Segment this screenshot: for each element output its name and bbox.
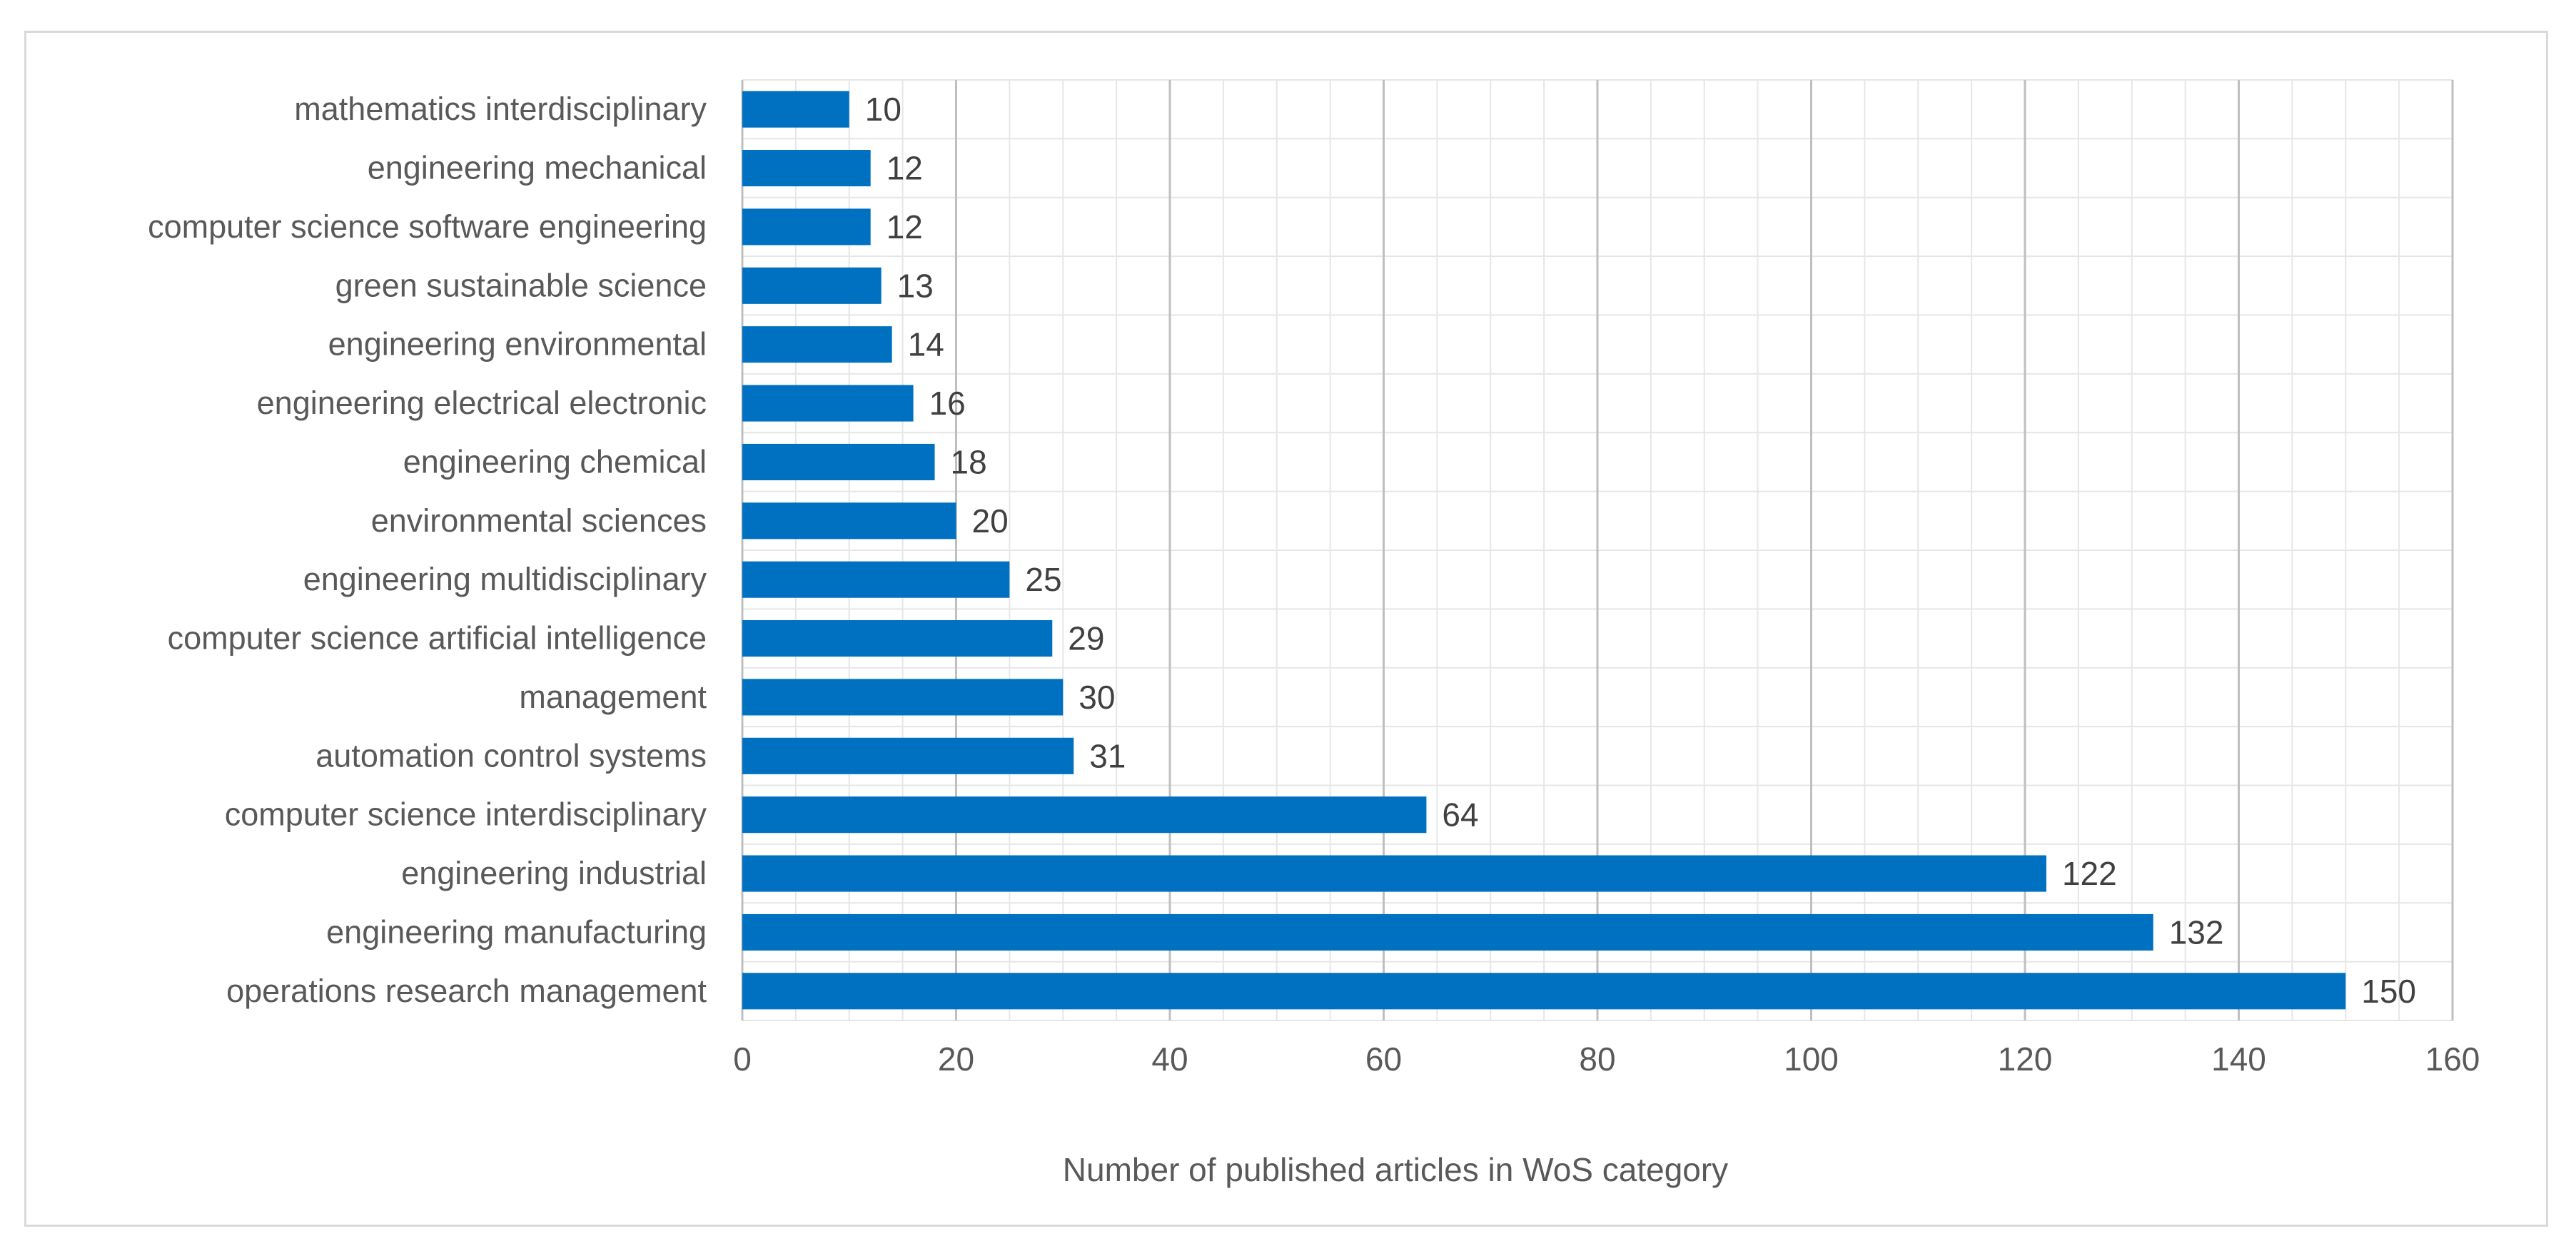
data-label: 14 [908, 326, 944, 363]
bar [742, 796, 1427, 834]
bar [742, 620, 1053, 657]
category-label: management [519, 679, 707, 715]
bar [742, 737, 1074, 774]
data-label: 18 [951, 443, 987, 480]
bar [742, 561, 1010, 598]
data-label: 12 [887, 150, 923, 187]
category-label: engineering environmental [328, 326, 707, 363]
category-label: mathematics interdisciplinary [294, 91, 707, 127]
data-label: 12 [887, 208, 923, 245]
x-tick-label: 0 [733, 1040, 752, 1078]
data-label: 10 [865, 91, 901, 128]
bar [742, 267, 882, 304]
data-label: 132 [2169, 913, 2224, 951]
data-label: 150 [2361, 973, 2416, 1010]
category-label: engineering electrical electronic [257, 385, 707, 421]
bar [742, 502, 956, 540]
bar [742, 91, 849, 128]
category-label: engineering chemical [403, 443, 707, 480]
category-label: green sustainable science [335, 267, 707, 303]
category-label: computer science software engineering [148, 208, 707, 245]
category-label: computer science interdisciplinary [225, 796, 707, 833]
data-label: 25 [1025, 561, 1061, 598]
bar [742, 150, 871, 187]
category-label: operations research management [226, 973, 707, 1009]
category-label: engineering multidisciplinary [303, 561, 707, 597]
data-label: 20 [972, 502, 1009, 540]
data-label: 13 [897, 267, 934, 304]
bar [742, 326, 892, 363]
x-tick-label: 100 [1784, 1040, 1839, 1078]
bar [742, 208, 871, 245]
data-label: 31 [1089, 737, 1126, 774]
data-label: 16 [929, 385, 966, 422]
x-tick-label: 40 [1151, 1040, 1188, 1078]
x-axis-title: Number of published articles in WoS cate… [1063, 1151, 1728, 1188]
bar [742, 855, 2046, 892]
x-tick-label: 60 [1365, 1040, 1402, 1078]
data-label: 29 [1068, 620, 1104, 657]
bar [742, 679, 1064, 716]
data-label: 122 [2062, 855, 2117, 892]
x-tick-label: 160 [2425, 1040, 2480, 1078]
x-tick-label: 80 [1579, 1040, 1615, 1078]
bar [742, 913, 2153, 951]
bar [742, 443, 935, 480]
chart-frame [24, 31, 2548, 1227]
category-label: engineering manufacturing [326, 913, 707, 950]
data-label: 30 [1079, 679, 1115, 716]
category-label: computer science artificial intelligence [168, 620, 707, 657]
data-label: 64 [1442, 796, 1478, 834]
x-tick-label: 120 [1998, 1040, 2053, 1078]
category-label: engineering industrial [401, 855, 707, 891]
x-tick-label: 140 [2211, 1040, 2266, 1078]
x-tick-label: 20 [938, 1040, 974, 1078]
bar [742, 385, 914, 422]
category-label: automation control systems [315, 737, 707, 774]
bar [742, 973, 2346, 1010]
category-label: engineering mechanical [368, 150, 707, 186]
category-label: environmental sciences [371, 502, 707, 539]
